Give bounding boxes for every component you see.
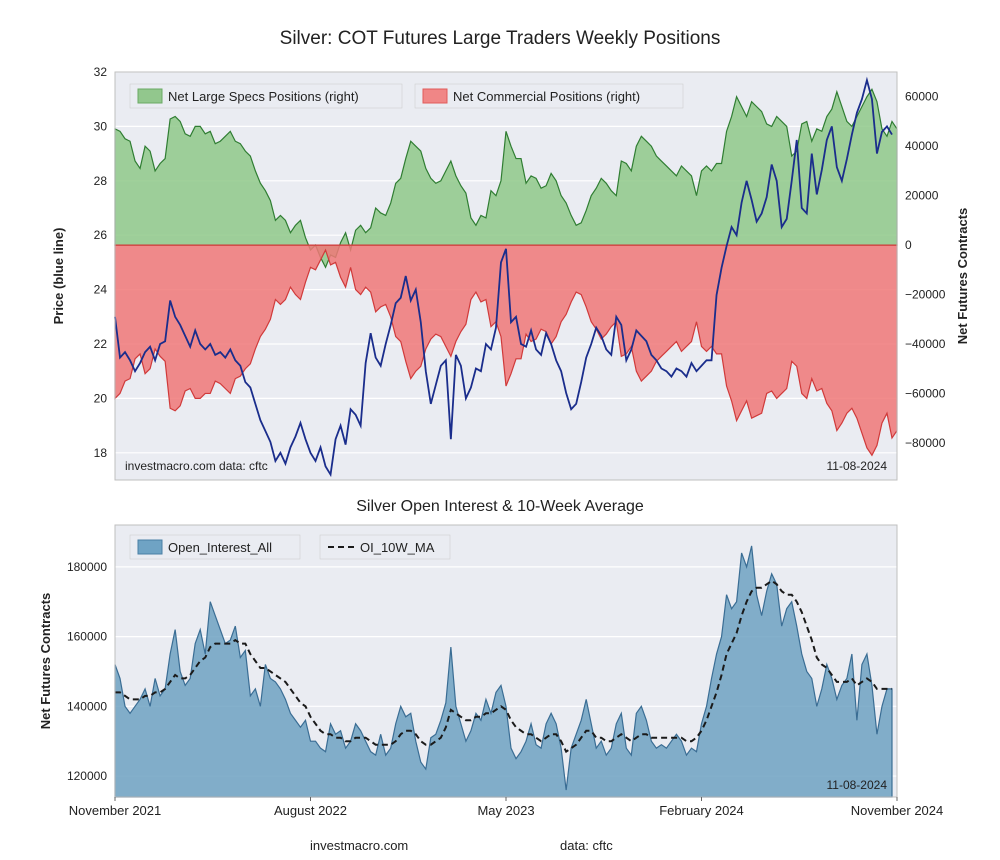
svg-text:22: 22 [94, 337, 108, 351]
svg-text:February 2024: February 2024 [659, 803, 744, 818]
svg-text:August 2022: August 2022 [274, 803, 347, 818]
svg-text:Net Futures Contracts: Net Futures Contracts [955, 208, 970, 345]
svg-text:−20000: −20000 [905, 288, 946, 302]
svg-text:11-08-2024: 11-08-2024 [827, 778, 888, 792]
svg-text:investmacro.com data: cftc: investmacro.com data: cftc [125, 459, 268, 473]
svg-text:Net Large Specs Positions (rig: Net Large Specs Positions (right) [168, 89, 359, 104]
svg-text:28: 28 [94, 174, 108, 188]
svg-text:November 2024: November 2024 [851, 803, 944, 818]
svg-text:26: 26 [94, 228, 108, 242]
svg-text:160000: 160000 [67, 630, 107, 644]
bottom-chart: 120000 140000 160000 180000 November 2021 Aug… [0, 510, 1000, 840]
svg-text:−40000: −40000 [905, 337, 946, 351]
svg-text:30: 30 [94, 119, 108, 133]
svg-text:140000: 140000 [67, 699, 107, 713]
svg-text:Price (blue line): Price (blue line) [51, 228, 66, 325]
svg-text:18: 18 [94, 446, 108, 460]
svg-text:32: 32 [94, 65, 108, 79]
svg-text:60000: 60000 [905, 90, 939, 104]
svg-text:0: 0 [905, 238, 912, 252]
svg-text:20000: 20000 [905, 189, 939, 203]
svg-text:November 2021: November 2021 [69, 803, 162, 818]
svg-text:OI_10W_MA: OI_10W_MA [360, 540, 435, 555]
svg-text:Open_Interest_All: Open_Interest_All [168, 540, 272, 555]
svg-text:24: 24 [94, 283, 108, 297]
svg-text:−80000: −80000 [905, 436, 946, 450]
svg-text:180000: 180000 [67, 560, 107, 574]
svg-text:Net Futures Contracts: Net Futures Contracts [38, 593, 53, 730]
footer-data: data: cftc [560, 838, 613, 853]
footer-source: investmacro.com [310, 838, 408, 853]
svg-text:11-08-2024: 11-08-2024 [827, 459, 888, 473]
svg-text:Net Commercial Positions (righ: Net Commercial Positions (right) [453, 89, 640, 104]
top-chart: 18 20 22 24 26 28 30 32 −80000 −60000 −40000 −20000… [0, 0, 1000, 510]
svg-text:120000: 120000 [67, 769, 107, 783]
svg-text:40000: 40000 [905, 139, 939, 153]
svg-text:May 2023: May 2023 [477, 803, 534, 818]
svg-text:−60000: −60000 [905, 386, 946, 400]
svg-text:20: 20 [94, 391, 108, 405]
